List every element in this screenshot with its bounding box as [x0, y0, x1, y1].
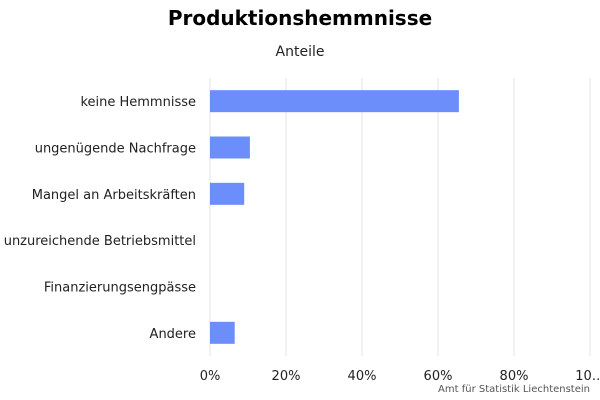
x-tick-label: 60%	[424, 369, 453, 384]
category-label: Finanzierungsengpässe	[44, 281, 196, 296]
category-label: ungenügende Nachfrage	[35, 142, 196, 157]
x-axis-ticks: 0% 20% 40% 60% 80% 10…	[200, 369, 600, 384]
x-tick-label: 0%	[200, 369, 221, 384]
category-label: Mangel an Arbeitskräften	[32, 188, 196, 203]
category-label: Andere	[150, 327, 196, 342]
bar[interactable]	[210, 321, 235, 344]
grid-lines	[209, 78, 591, 356]
x-tick-label: 20%	[272, 369, 301, 384]
credit-text: Amt für Statistik Liechtenstein	[438, 384, 590, 395]
bar[interactable]	[210, 182, 245, 205]
bar[interactable]	[210, 90, 459, 113]
category-labels: keine Hemmnisse ungenügende Nachfrage Mang…	[4, 95, 196, 342]
x-tick-label: 80%	[500, 369, 529, 384]
category-label: unzureichende Betriebsmittel	[4, 234, 196, 249]
x-tick-label: 10…	[575, 369, 600, 384]
chart-subtitle: Anteile	[275, 44, 325, 60]
bars	[210, 90, 459, 344]
x-tick-label: 40%	[348, 369, 377, 384]
bar[interactable]	[210, 136, 250, 159]
chart-title: Produktionshemmnisse	[167, 6, 433, 30]
category-label: keine Hemmnisse	[80, 95, 196, 110]
